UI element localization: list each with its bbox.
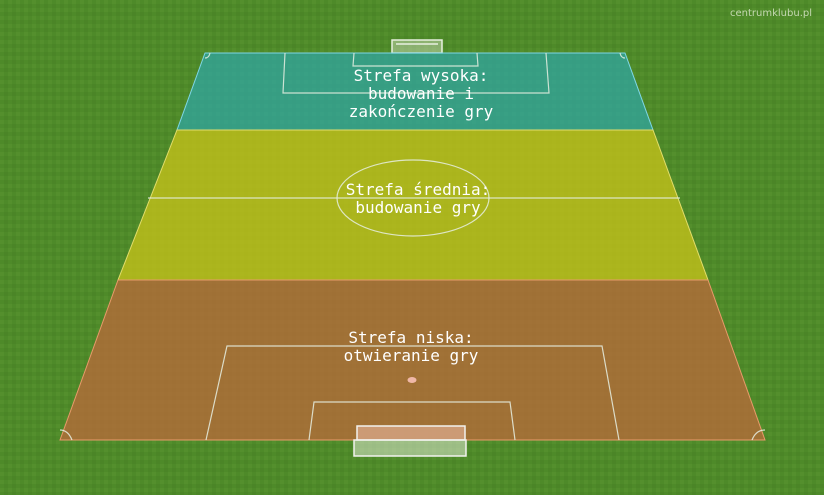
middle-zone-title: Strefa średnia:: [345, 180, 491, 199]
penalty-spot: [407, 377, 417, 383]
low-zone-title: Strefa niska:: [348, 328, 474, 347]
high-zone-title: Strefa wysoka:: [353, 66, 489, 85]
brand-watermark: centrumklubu.pl: [730, 8, 812, 19]
bottom-goal: [353, 425, 467, 457]
low-zone: [59, 279, 766, 441]
high-zone-label: Strefa wysoka: budowanie i zakończenie g…: [349, 67, 494, 121]
middle-zone-desc: budowanie gry: [355, 198, 481, 217]
low-zone-desc: otwieranie gry: [343, 346, 479, 365]
top-goal: [391, 39, 443, 54]
low-zone-label: Strefa niska: otwieranie gry: [344, 329, 479, 365]
high-zone-desc-2: zakończenie gry: [348, 102, 494, 121]
pitch-lines: [59, 52, 766, 441]
high-zone-desc-1: budowanie i: [368, 84, 474, 103]
middle-zone-label: Strefa średnia: budowanie gry: [346, 181, 491, 217]
